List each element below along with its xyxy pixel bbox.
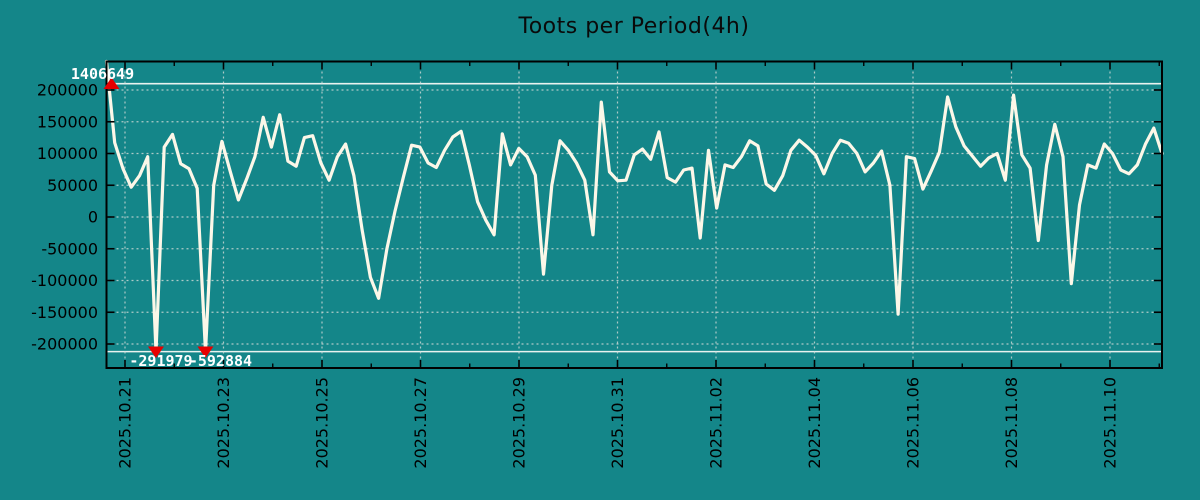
x-axis-label: 2025.11.02 [707,377,726,469]
offscale-label: 1406649 [71,65,134,83]
offscale-marker-down [147,346,164,358]
x-axis-label: 2025.11.04 [805,377,824,469]
y-axis-label: -200000 [31,335,98,354]
x-axis-label: 2025.11.08 [1002,377,1021,469]
offscale-label: -592884 [189,352,252,370]
y-axis-label: 150000 [37,112,98,131]
y-axis-label: -50000 [41,239,98,258]
x-axis-label: 2025.10.29 [510,377,529,469]
chart-title: Toots per Period(4h) [518,14,750,39]
y-axis-label: 50000 [47,176,98,195]
plot-line [104,59,1164,354]
x-axis-label: 2025.11.06 [904,377,923,469]
plot-frame [105,60,1163,369]
x-axis-label: 2025.10.23 [214,377,233,469]
offscale-marker-down [197,346,214,358]
y-axis-label: -150000 [31,303,98,322]
x-axis-label: 2025.10.25 [313,377,332,469]
y-axis-label: -100000 [31,271,98,290]
x-axis-label: 2025.10.21 [116,377,135,469]
x-axis-label: 2025.10.27 [411,377,430,469]
offscale-marker-up [103,77,120,89]
y-axis-label: 100000 [37,144,98,163]
y-axis-label: 200000 [37,81,98,100]
x-axis-label: 2025.10.31 [608,377,627,469]
x-axis-label: 2025.11.10 [1101,377,1120,469]
y-axis-label: 0 [88,208,98,227]
offscale-label: -291979 [129,352,192,370]
